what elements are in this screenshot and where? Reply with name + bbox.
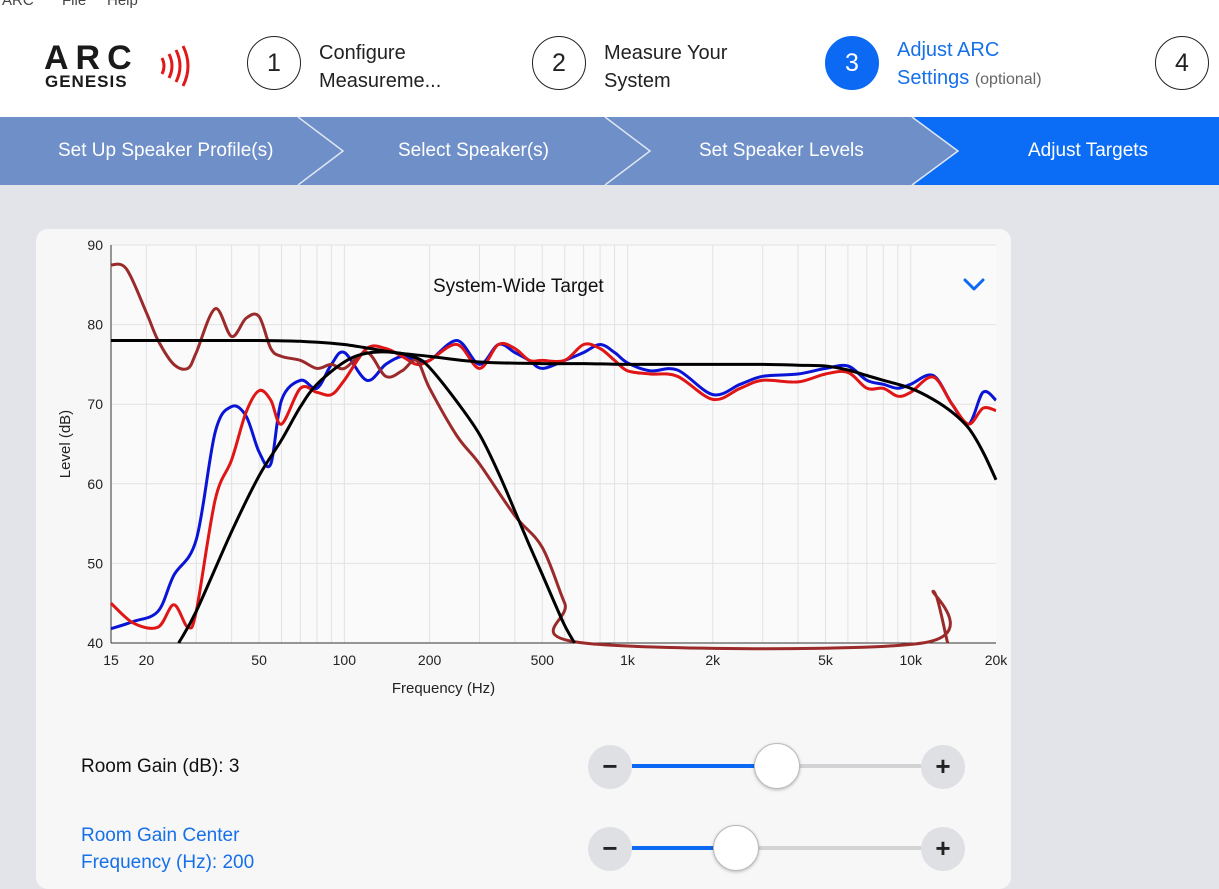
menu-bar: ARC File Help xyxy=(0,0,1219,12)
room-gain-decrease-button[interactable]: − xyxy=(588,745,632,789)
arc-genesis-logo: ARC GENESIS xyxy=(44,39,204,99)
step-label: Adjust ARC Settings (optional) xyxy=(897,39,1042,89)
sound-waves-icon xyxy=(160,45,190,87)
room-gain-track-fill xyxy=(632,764,777,768)
menu-item-file[interactable]: File xyxy=(62,0,87,9)
room-gain-label: Room Gain (dB): 3 xyxy=(81,756,240,777)
substep-select-speakers[interactable]: Select Speaker(s) xyxy=(398,140,550,161)
substep-bar: Set Up Speaker Profile(s) Select Speaker… xyxy=(0,117,1219,185)
target-selector[interactable]: System-Wide Target xyxy=(433,276,604,297)
logo-subtext: GENESIS xyxy=(45,72,128,91)
step-label: Configure Measureme... xyxy=(319,42,442,92)
step-label: Measure Your System xyxy=(604,42,728,92)
menu-item-help[interactable]: Help xyxy=(107,0,138,9)
step-number: 4 xyxy=(1155,36,1209,90)
step-number: 1 xyxy=(247,36,301,90)
step-number: 3 xyxy=(825,36,879,90)
targets-card xyxy=(36,229,1011,889)
substep-separators xyxy=(297,117,960,185)
room-gain-center-slider-thumb[interactable] xyxy=(713,825,760,871)
logo-text: ARC xyxy=(44,39,139,77)
room-gain-center-label[interactable]: Room Gain Center Frequency (Hz): 200 xyxy=(81,825,255,873)
step-number: 2 xyxy=(532,36,586,90)
substep-adjust-targets[interactable]: Adjust Targets xyxy=(1028,140,1149,161)
room-gain-center-track-fill xyxy=(632,846,737,850)
room-gain-center-increase-button[interactable]: + xyxy=(921,827,965,871)
substep-speaker-profile[interactable]: Set Up Speaker Profile(s) xyxy=(58,140,274,161)
room-gain-center-decrease-button[interactable]: − xyxy=(588,827,632,871)
room-gain-increase-button[interactable]: + xyxy=(921,745,965,789)
substep-active-highlight xyxy=(915,117,1219,185)
room-gain-slider-thumb[interactable] xyxy=(753,743,800,789)
substep-speaker-levels[interactable]: Set Speaker Levels xyxy=(699,140,864,161)
room-gain-center-track[interactable] xyxy=(632,846,921,850)
wizard-header: ARC GENESIS 1 Configure Measureme... 2 Me… xyxy=(0,12,1219,117)
menu-item-arc[interactable]: ARC xyxy=(2,0,34,9)
chevron-down-icon[interactable] xyxy=(962,277,986,293)
